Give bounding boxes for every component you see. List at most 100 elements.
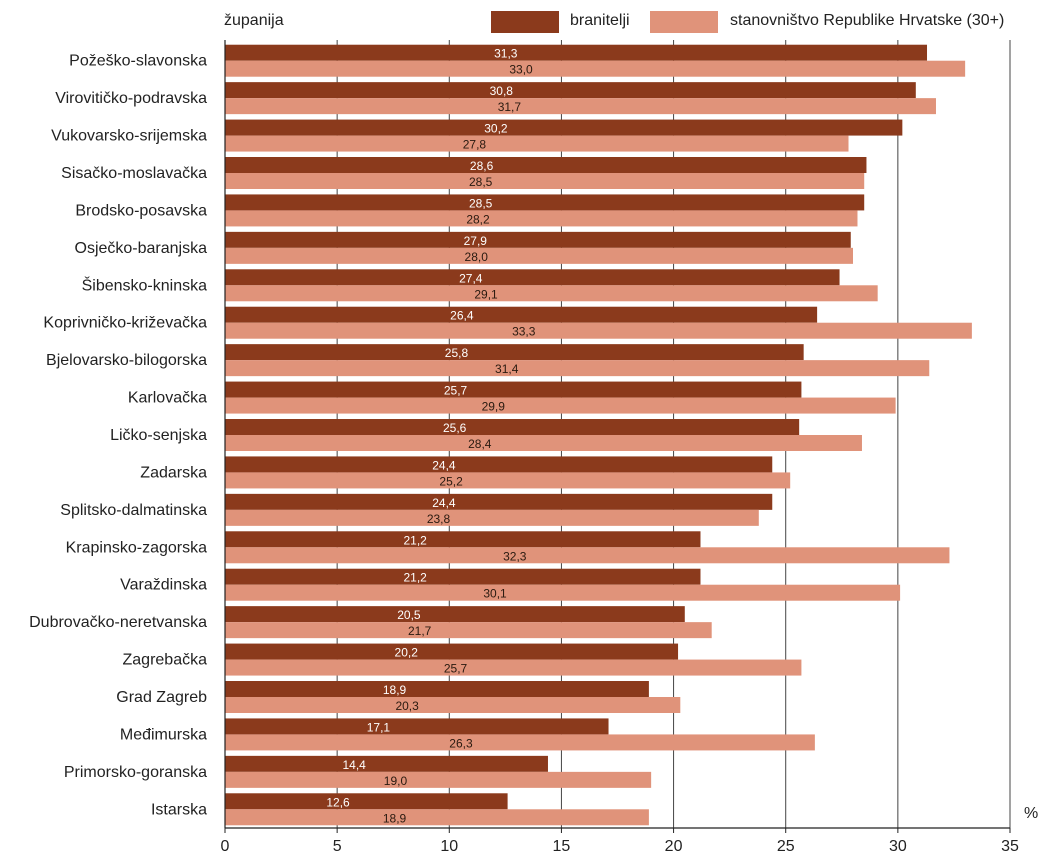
value-label-stanovnistvo-varazdinska: 30,1 [483,587,507,601]
bar-branitelji-vukovarsko-srijemska [225,119,903,136]
bar-branitelji-brodsko-posavska [225,194,865,211]
value-label-stanovnistvo-vukovarsko-srijemska: 27,8 [463,138,487,152]
bar-branitelji-zagrebacka [225,643,679,660]
bar-stanovnistvo-medimurska [225,734,815,751]
category-label-grad-zagreb: Grad Zagreb [116,689,207,706]
value-label-branitelji-krapinsko-zagorska: 21,2 [404,533,428,547]
bar-branitelji-sisacko-moslavacka [225,157,867,173]
value-label-branitelji-medimurska: 17,1 [367,720,391,734]
category-label-pozesko-slavonska: Požeško-slavonska [69,53,207,70]
bar-stanovnistvo-dubrovacko-neretvanska [225,622,712,639]
unit-label: % [1024,805,1038,822]
bars: 31,3 33,0 30,8 31,7 30,2 27,8 28,6 28,5 28,5 28,2… [225,44,972,826]
category-label-splitsko-dalmatinska: Splitsko-dalmatinska [60,502,207,519]
bar-stanovnistvo-varazdinska [225,584,901,601]
value-label-stanovnistvo-primorsko-goranska: 19,0 [384,774,408,788]
bar-branitelji-splitsko-dalmatinska [225,493,773,510]
bar-branitelji-karlovacka [225,381,802,398]
bar-stanovnistvo-grad-zagreb [225,697,681,713]
value-label-stanovnistvo-sibensko-kninska: 29,1 [474,287,498,301]
value-label-stanovnistvo-koprivnicko-krizevacka: 33,3 [512,325,536,339]
value-label-branitelji-sibensko-kninska: 27,4 [459,271,483,285]
bar-branitelji-koprivnicko-krizevacka [225,306,818,323]
value-label-branitelji-zadarska: 24,4 [432,458,456,472]
bar-stanovnistvo-brodsko-posavska [225,210,858,227]
bar-stanovnistvo-bjelovarsko-bilogorska [225,360,930,377]
category-label-bjelovarsko-bilogorska: Bjelovarsko-bilogorska [46,352,207,369]
value-label-branitelji-pozesko-slavonska: 31,3 [494,47,518,61]
x-tick-label-35: 35 [1001,838,1019,854]
value-label-branitelji-karlovacka: 25,7 [444,384,468,398]
bar-branitelji-dubrovacko-neretvanska [225,606,685,623]
bar-branitelji-istarska [225,793,508,810]
category-label-dubrovacko-neretvanska: Dubrovačko-neretvanska [29,614,207,631]
category-label-karlovacka: Karlovačka [128,390,207,407]
x-tick-label-30: 30 [889,838,907,854]
x-tick-label-25: 25 [777,838,795,854]
value-label-stanovnistvo-pozesko-slavonska: 33,0 [509,63,533,77]
bar-stanovnistvo-istarska [225,809,649,826]
bar-branitelji-bjelovarsko-bilogorska [225,344,804,361]
legend: branitelji stanovništvo Republike Hrvats… [491,11,1004,33]
value-label-branitelji-varazdinska: 21,2 [404,571,428,585]
bar-branitelji-licko-senjska [225,419,800,435]
value-label-stanovnistvo-brodsko-posavska: 28,2 [466,212,490,226]
bar-stanovnistvo-licko-senjska [225,435,862,451]
x-tick-label-20: 20 [665,838,683,854]
bar-stanovnistvo-koprivnicko-krizevacka [225,322,972,339]
value-label-stanovnistvo-viroviticko-podravska: 31,7 [498,100,522,114]
value-label-stanovnistvo-karlovacka: 29,9 [482,400,506,414]
x-tick-label-0: 0 [221,838,230,854]
value-label-stanovnistvo-krapinsko-zagorska: 32,3 [503,549,527,563]
bar-stanovnistvo-pozesko-slavonska [225,60,966,77]
value-label-stanovnistvo-dubrovacko-neretvanska: 21,7 [408,624,432,638]
value-label-stanovnistvo-licko-senjska: 28,4 [468,437,492,451]
category-labels: Požeško-slavonska Virovitičko-podravska Vu… [29,53,207,819]
value-label-branitelji-bjelovarsko-bilogorska: 25,8 [445,346,469,360]
value-label-branitelji-koprivnicko-krizevacka: 26,4 [450,309,474,323]
value-label-stanovnistvo-sisacko-moslavacka: 28,5 [469,175,493,189]
x-axis: 0 5 10 15 20 25 30 35 [221,40,1019,854]
bar-stanovnistvo-sisacko-moslavacka [225,173,865,189]
category-label-osjecko-baranjska: Osječko-baranjska [75,240,208,257]
legend-swatch-branitelji [491,11,559,33]
category-label-krapinsko-zagorska: Krapinsko-zagorska [66,539,208,556]
value-label-stanovnistvo-zagrebacka: 25,7 [444,662,468,676]
x-tick-label-15: 15 [553,838,571,854]
legend-label-branitelji: branitelji [570,12,630,29]
bar-stanovnistvo-primorsko-goranska [225,771,652,788]
category-label-sisacko-moslavacka: Sisačko-moslavačka [61,165,207,182]
category-label-varazdinska: Varaždinska [120,577,207,594]
value-label-branitelji-splitsko-dalmatinska: 24,4 [432,496,456,510]
bar-stanovnistvo-zagrebacka [225,659,802,676]
category-label-medimurska: Međimurska [120,726,207,743]
value-label-branitelji-licko-senjska: 25,6 [443,421,467,435]
category-label-viroviticko-podravska: Virovitičko-podravska [55,90,207,107]
value-label-branitelji-brodsko-posavska: 28,5 [469,196,493,210]
value-label-branitelji-viroviticko-podravska: 30,8 [490,84,514,98]
value-label-stanovnistvo-splitsko-dalmatinska: 23,8 [427,512,451,526]
category-label-brodsko-posavska: Brodsko-posavska [75,202,207,219]
value-label-stanovnistvo-istarska: 18,9 [383,811,407,825]
bar-branitelji-sibensko-kninska [225,269,840,286]
bar-stanovnistvo-viroviticko-podravska [225,98,936,115]
bar-branitelji-medimurska [225,718,609,735]
value-label-stanovnistvo-medimurska: 26,3 [449,736,473,750]
x-tick-label-10: 10 [440,838,458,854]
value-label-stanovnistvo-zadarska: 25,2 [439,474,463,488]
value-label-stanovnistvo-grad-zagreb: 20,3 [395,699,419,713]
bar-branitelji-krapinsko-zagorska [225,531,701,548]
category-label-sibensko-kninska: Šibensko-kninska [82,275,208,294]
bar-branitelji-viroviticko-podravska [225,82,916,99]
bar-branitelji-zadarska [225,456,773,473]
bar-stanovnistvo-krapinsko-zagorska [225,547,950,564]
category-label-istarska: Istarska [151,801,207,818]
bar-stanovnistvo-splitsko-dalmatinska [225,509,759,526]
category-label-zagrebacka: Zagrebačka [123,652,208,669]
value-label-branitelji-primorsko-goranska: 14,4 [343,758,367,772]
bar-stanovnistvo-zadarska [225,472,791,489]
category-label-primorsko-goranska: Primorsko-goranska [64,764,207,781]
value-label-stanovnistvo-bjelovarsko-bilogorska: 31,4 [495,362,519,376]
bar-branitelji-grad-zagreb [225,681,649,697]
